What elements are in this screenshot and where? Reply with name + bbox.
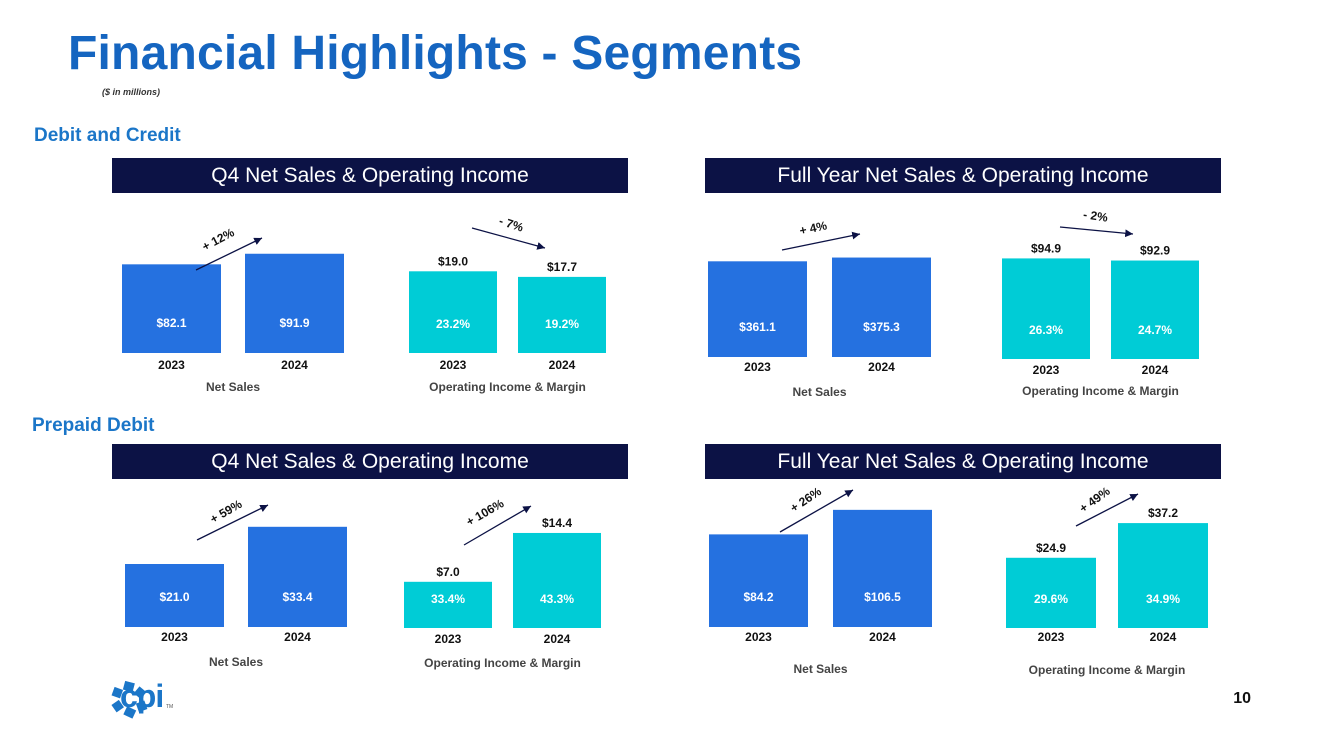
year-label: 2023 — [744, 360, 771, 374]
axis-label: Net Sales — [792, 385, 846, 399]
bar-dc-q4-sales-2024 — [245, 253, 344, 353]
change-arrow — [1059, 226, 1134, 238]
cpi-logo-icon — [111, 680, 148, 719]
change-arrow — [196, 504, 269, 541]
header-dc-fy: Full Year Net Sales & Operating Income — [705, 158, 1221, 193]
axis-label: Operating Income & Margin — [1029, 663, 1186, 677]
change-arrow — [779, 489, 854, 533]
value-label: $375.3 — [863, 320, 900, 334]
bar-dc-fy-oi-2023 — [1002, 258, 1090, 359]
value-label: $14.4 — [542, 516, 572, 530]
year-label: 2023 — [161, 630, 188, 644]
axis-label: Operating Income & Margin — [1022, 384, 1179, 398]
year-label: 2023 — [435, 632, 462, 646]
bar-pd-q4-sales-2023 — [125, 564, 224, 627]
year-label: 2024 — [281, 358, 308, 372]
year-label: 2024 — [284, 630, 311, 644]
value-label: $21.0 — [159, 590, 189, 604]
logo-trademark: TM — [166, 704, 174, 710]
margin-label: 24.7% — [1138, 323, 1172, 337]
section-prepaid-debit: Prepaid Debit — [32, 415, 155, 436]
year-label: 2023 — [745, 630, 772, 644]
year-label: 2024 — [549, 358, 576, 372]
value-label: $91.9 — [279, 316, 309, 330]
value-label: $33.4 — [282, 590, 312, 604]
change-arrow — [463, 505, 532, 546]
value-label: $84.2 — [743, 590, 773, 604]
change-arrow — [471, 227, 546, 250]
units-note: ($ in millions) — [102, 87, 161, 97]
value-label: $7.0 — [436, 565, 460, 579]
header-dc-q4: Q4 Net Sales & Operating Income — [112, 158, 628, 193]
margin-label: 34.9% — [1146, 592, 1180, 606]
margin-label: 43.3% — [540, 592, 574, 606]
change-arrow — [781, 231, 861, 251]
change-label: - 2% — [1082, 207, 1109, 224]
header-pd-fy: Full Year Net Sales & Operating Income — [705, 444, 1221, 479]
bar-pd-q4-sales-2024 — [248, 526, 347, 627]
bar-dc-fy-sales-2023 — [708, 261, 807, 357]
change-arrow — [1075, 493, 1139, 527]
section-debit-credit: Debit and Credit — [34, 125, 181, 146]
year-label: 2023 — [440, 358, 467, 372]
axis-label: Operating Income & Margin — [424, 656, 581, 670]
axis-label: Operating Income & Margin — [429, 380, 586, 394]
page-title: Financial Highlights - Segments — [68, 27, 803, 80]
axis-label: Net Sales — [206, 380, 260, 394]
value-label: $24.9 — [1036, 541, 1066, 555]
margin-label: 23.2% — [436, 317, 470, 331]
logo-text: cpi — [120, 678, 164, 714]
year-label: 2023 — [1033, 363, 1060, 377]
bar-pd-fy-sales-2023 — [709, 534, 808, 627]
bar-pd-fy-oi-2023 — [1006, 557, 1096, 628]
bar-dc-q4-sales-2023 — [122, 264, 221, 353]
bar-dc-fy-oi-2024 — [1111, 260, 1199, 359]
value-label: $37.2 — [1148, 506, 1178, 520]
bar-pd-fy-sales-2024 — [833, 509, 932, 627]
bar-dc-q4-oi-2023 — [409, 271, 497, 353]
margin-label: 19.2% — [545, 317, 579, 331]
change-label: + 12% — [200, 225, 237, 254]
change-label: + 49% — [1077, 484, 1113, 516]
header-pd-q4: Q4 Net Sales & Operating Income — [112, 444, 628, 479]
bar-dc-q4-oi-2024 — [518, 276, 606, 353]
year-label: 2024 — [868, 360, 895, 374]
value-label: $106.5 — [864, 590, 901, 604]
year-label: 2023 — [1038, 630, 1065, 644]
value-label: $94.9 — [1031, 241, 1061, 255]
bar-pd-fy-oi-2024 — [1118, 523, 1208, 628]
margin-label: 33.4% — [431, 592, 465, 606]
change-label: + 4% — [798, 218, 828, 238]
value-label: $92.9 — [1140, 244, 1170, 258]
bar-pd-q4-oi-2024 — [513, 532, 601, 628]
change-arrow — [195, 237, 263, 271]
value-label: $19.0 — [438, 254, 468, 268]
year-label: 2024 — [544, 632, 571, 646]
change-label: + 59% — [208, 497, 245, 526]
value-label: $361.1 — [739, 320, 776, 334]
axis-label: Net Sales — [793, 662, 847, 676]
year-label: 2024 — [1150, 630, 1177, 644]
value-label: $17.7 — [547, 260, 577, 274]
value-label: $82.1 — [156, 316, 186, 330]
year-label: 2024 — [1142, 363, 1169, 377]
year-label: 2024 — [869, 630, 896, 644]
margin-label: 29.6% — [1034, 592, 1068, 606]
change-label: - 7% — [497, 214, 525, 235]
bar-pd-q4-oi-2023 — [404, 581, 492, 628]
year-label: 2023 — [158, 358, 185, 372]
bar-dc-fy-sales-2024 — [832, 257, 931, 357]
page-number: 10 — [1233, 690, 1251, 707]
axis-label: Net Sales — [209, 655, 263, 669]
margin-label: 26.3% — [1029, 323, 1063, 337]
